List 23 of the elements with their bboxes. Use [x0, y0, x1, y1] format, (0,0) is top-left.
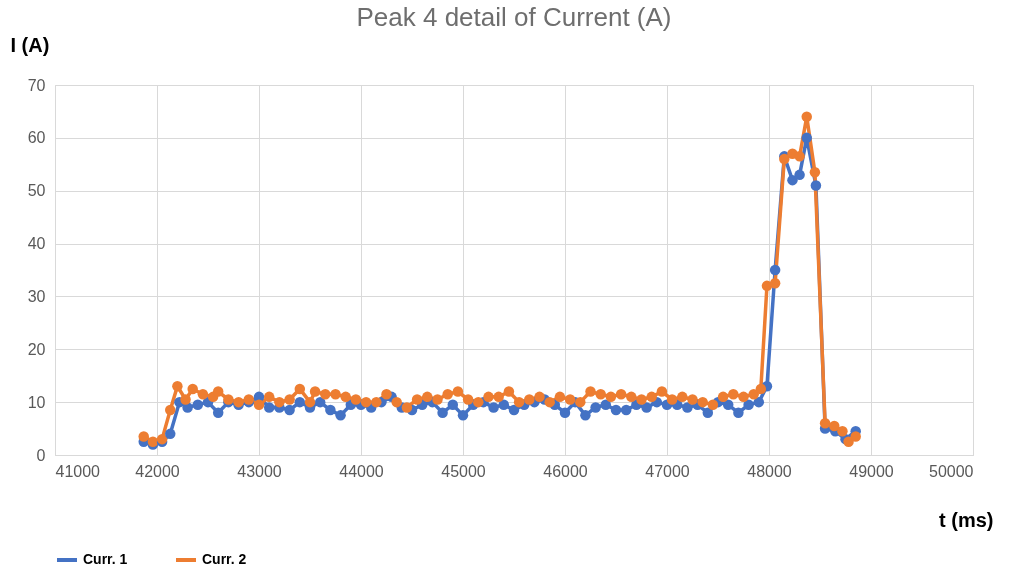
y-tick-label: 10	[27, 393, 46, 411]
y-tick-label: 50	[27, 182, 46, 200]
x-tick-label: 42000	[135, 462, 180, 480]
legend-label: Curr. 1	[83, 551, 128, 567]
x-tick-label: 48000	[747, 462, 792, 480]
chart-title: Peak 4 detail of Current (A)	[356, 2, 672, 32]
y-tick-label: 0	[36, 446, 46, 464]
x-tick-label: 43000	[237, 462, 282, 480]
x-tick-label: 44000	[339, 462, 384, 480]
legend-label: Curr. 2	[202, 551, 247, 567]
x-tick-label: 47000	[645, 462, 690, 480]
x-tick-label: 46000	[543, 462, 588, 480]
x-axis-title: t (ms)	[939, 508, 994, 531]
x-tick-label: 49000	[849, 462, 894, 480]
y-tick-label: 60	[27, 129, 46, 147]
y-axis-title: I (A)	[10, 33, 50, 56]
y-tick-label: 70	[27, 76, 46, 94]
x-tick-label: 45000	[441, 462, 486, 480]
y-tick-label: 20	[27, 340, 46, 358]
x-tick-label: 50000	[929, 462, 974, 480]
y-tick-label: 40	[27, 235, 46, 253]
y-tick-label: 30	[27, 287, 46, 305]
x-tick-label: 41000	[55, 462, 101, 480]
